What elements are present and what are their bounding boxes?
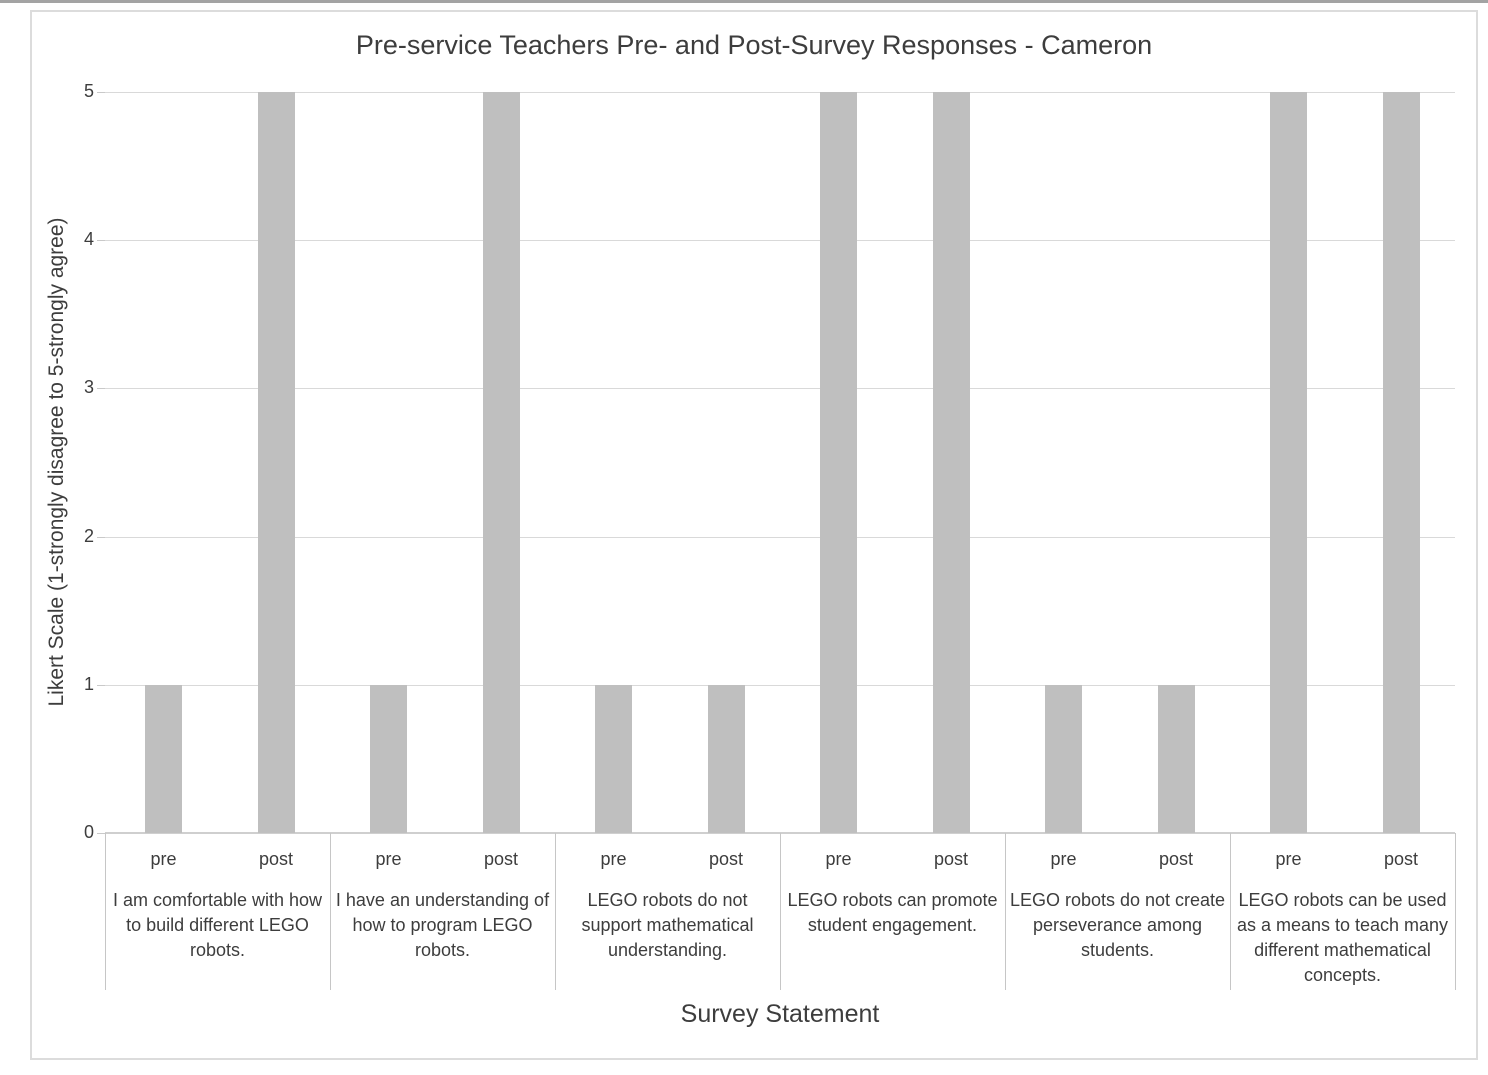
- category-separator: [780, 833, 781, 990]
- gridline: [105, 536, 1455, 538]
- series-label-pre: pre: [150, 849, 177, 869]
- y-tick-label: 0: [83, 822, 94, 842]
- y-tick-mark: [97, 833, 105, 834]
- bar-pre: [1270, 92, 1307, 833]
- series-label-post: post: [483, 849, 519, 869]
- bar-post: [932, 92, 970, 833]
- category-separator: [1455, 833, 1456, 990]
- bar-pre: [595, 684, 632, 833]
- category-label: LEGO robots can be used as a means to te…: [1236, 890, 1449, 985]
- series-label-post: post: [708, 849, 744, 869]
- bar-post: [1382, 92, 1420, 833]
- y-tick-label: 4: [83, 229, 94, 250]
- series-label-pre: pre: [600, 849, 627, 869]
- category-separator: [105, 833, 106, 990]
- bar-pre: [820, 92, 857, 833]
- category-separator: [330, 833, 331, 990]
- series-label-post: post: [1158, 849, 1194, 869]
- bar-post: [1157, 684, 1195, 833]
- bar-pre: [1045, 684, 1082, 833]
- y-axis-title: Likert Scale (1-strongly disagree to 5-s…: [45, 217, 68, 707]
- gridline: [105, 684, 1455, 686]
- y-tick-mark: [97, 684, 105, 686]
- y-tick-mark: [97, 388, 105, 390]
- category-label: LEGO robots do not create perseverance a…: [1009, 890, 1226, 960]
- bar-pre: [370, 684, 407, 833]
- bar-post: [257, 92, 295, 833]
- y-tick-label: 5: [83, 81, 94, 101]
- series-label-pre: pre: [825, 849, 852, 869]
- y-tick-label: 1: [83, 673, 94, 694]
- chart-title: Pre-service Teachers Pre- and Post-Surve…: [355, 30, 1153, 60]
- category-label: LEGO robots can promote student engageme…: [787, 890, 998, 935]
- y-tick-label: 3: [83, 377, 94, 398]
- series-label-post: post: [933, 849, 969, 869]
- category-separator: [1230, 833, 1231, 990]
- gridline: [105, 388, 1455, 390]
- series-label-pre: pre: [1275, 849, 1302, 869]
- series-label-post: post: [258, 849, 294, 869]
- series-label-post: post: [1383, 849, 1419, 869]
- category-label: LEGO robots do not support mathematical …: [581, 890, 754, 960]
- x-axis-title: Survey Statement: [680, 1000, 880, 1028]
- page-top-edge: [0, 0, 1488, 3]
- series-label-pre: pre: [375, 849, 402, 869]
- y-tick-mark: [97, 536, 105, 538]
- category-separator: [1005, 833, 1006, 990]
- y-tick-mark: [97, 240, 105, 242]
- gridline: [105, 92, 1455, 93]
- bar-pre: [145, 684, 182, 833]
- category-label: I have an understanding of how to progra…: [335, 890, 550, 960]
- y-tick-mark: [97, 92, 105, 93]
- series-label-pre: pre: [1050, 849, 1077, 869]
- category-separator: [555, 833, 556, 990]
- bar-post: [482, 92, 520, 833]
- category-label: I am comfortable with how to build diffe…: [112, 890, 323, 960]
- gridline: [105, 240, 1455, 242]
- bar-post: [707, 684, 745, 833]
- y-tick-label: 2: [83, 525, 94, 546]
